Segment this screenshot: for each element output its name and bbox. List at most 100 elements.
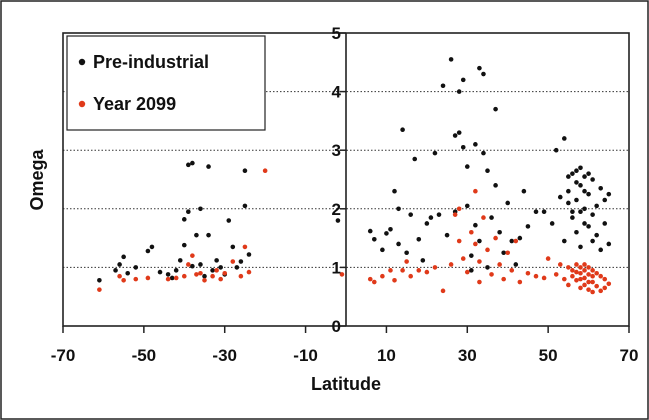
data-point — [238, 259, 244, 264]
data-point — [469, 229, 474, 235]
data-point — [590, 238, 595, 244]
data-point — [598, 247, 603, 253]
data-point — [517, 235, 523, 241]
data-point — [578, 183, 583, 188]
y-axis: 0 1 2 3 4 5 — [332, 24, 347, 336]
data-point — [97, 277, 102, 283]
data-point — [525, 224, 531, 229]
data-point — [456, 238, 462, 244]
data-point — [574, 229, 579, 235]
data-point — [214, 258, 219, 263]
x-tick-label: -50 — [132, 346, 157, 365]
x-axis-title: Latitude — [311, 374, 381, 394]
y-tick-label: 5 — [332, 24, 341, 43]
data-point — [562, 276, 567, 282]
data-point — [400, 268, 405, 273]
data-point — [165, 272, 171, 277]
data-point — [562, 238, 567, 244]
data-point — [460, 256, 466, 261]
data-point — [173, 268, 179, 273]
data-point — [97, 287, 102, 292]
data-point — [549, 221, 555, 226]
data-point — [412, 156, 418, 162]
data-point — [339, 272, 345, 277]
series-pre-industrial — [97, 57, 612, 283]
data-point — [545, 256, 551, 261]
data-point — [380, 247, 385, 253]
data-point — [574, 269, 579, 275]
data-point — [367, 228, 373, 234]
data-point — [444, 232, 450, 238]
data-point — [477, 65, 482, 71]
data-point — [448, 262, 454, 267]
data-point — [464, 203, 470, 209]
data-point — [582, 268, 587, 273]
data-point — [590, 273, 595, 279]
data-point — [566, 200, 571, 206]
data-point — [181, 273, 187, 279]
data-point — [582, 282, 587, 288]
data-point — [489, 272, 494, 277]
data-point — [602, 197, 608, 203]
data-point — [574, 197, 579, 203]
data-point — [602, 221, 608, 226]
data-point — [602, 285, 608, 291]
data-point — [396, 206, 401, 212]
data-point — [493, 235, 498, 241]
data-point — [578, 209, 583, 215]
data-point — [485, 247, 490, 253]
x-tick-label: -70 — [51, 346, 76, 365]
y-axis-title: Omega — [27, 149, 47, 211]
data-point — [238, 273, 244, 279]
data-point — [452, 133, 458, 138]
data-point — [598, 288, 603, 294]
data-point — [464, 164, 470, 169]
y-tick-label: 3 — [332, 141, 341, 160]
data-point — [133, 265, 139, 270]
data-point — [574, 168, 579, 174]
data-point — [392, 277, 397, 283]
data-point — [230, 244, 236, 250]
data-point — [262, 168, 268, 174]
data-point — [485, 168, 490, 174]
data-point — [582, 275, 587, 281]
data-point — [586, 224, 591, 229]
data-point — [590, 279, 595, 285]
data-point — [121, 277, 126, 283]
data-point — [404, 250, 409, 256]
data-point — [566, 282, 571, 288]
data-point — [367, 276, 373, 282]
data-point — [222, 270, 228, 276]
data-point — [566, 188, 571, 194]
data-point — [408, 212, 413, 217]
data-point — [594, 203, 599, 209]
data-point — [396, 241, 401, 247]
data-point — [582, 188, 587, 194]
data-point — [513, 262, 519, 267]
data-point — [392, 188, 397, 194]
data-point — [582, 174, 587, 179]
data-point — [242, 244, 248, 250]
data-point — [145, 275, 151, 281]
data-point — [181, 217, 187, 222]
data-point — [456, 206, 462, 212]
data-point — [372, 236, 377, 242]
data-point — [210, 268, 215, 273]
data-point — [246, 252, 252, 257]
data-point — [246, 269, 252, 275]
data-point — [578, 265, 583, 270]
data-point — [242, 203, 248, 209]
data-point — [521, 188, 527, 194]
data-point — [400, 127, 405, 132]
data-point — [206, 164, 211, 169]
data-point — [586, 272, 591, 277]
data-point — [557, 262, 563, 267]
data-point — [578, 165, 583, 171]
data-point — [598, 273, 603, 279]
data-point — [493, 106, 498, 112]
data-point — [424, 221, 430, 226]
x-tick-label: 10 — [377, 346, 396, 365]
data-point — [566, 174, 571, 179]
data-point — [477, 238, 482, 244]
